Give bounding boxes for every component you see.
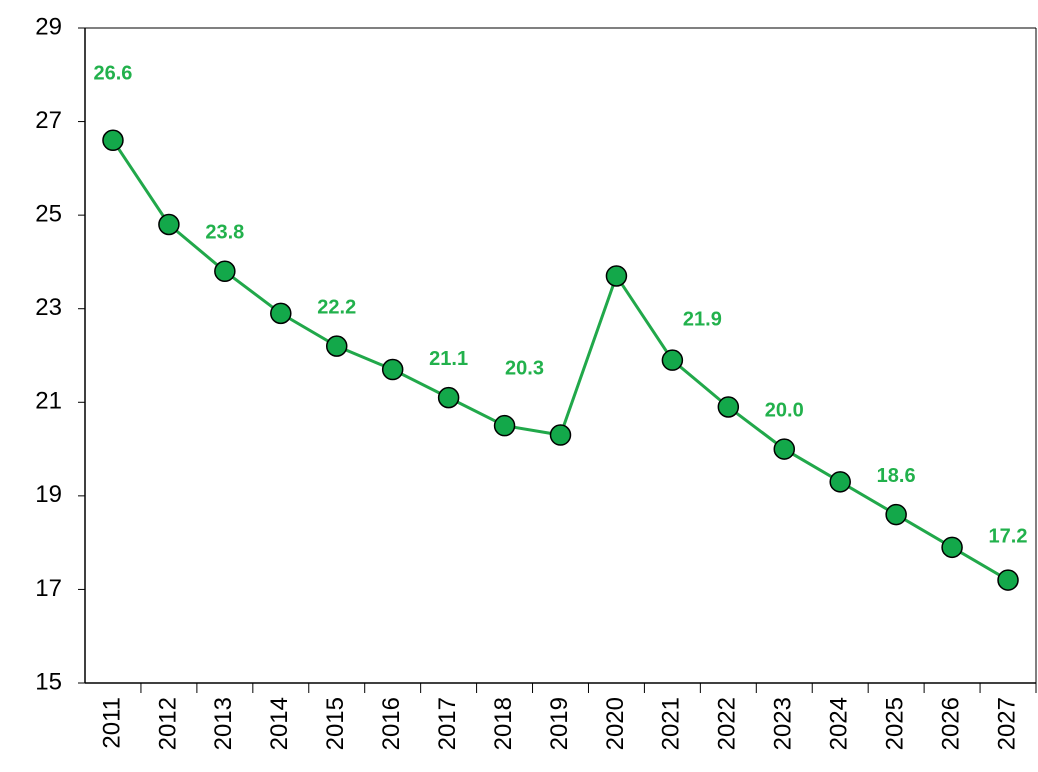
data-label: 21.9 — [683, 308, 722, 330]
marker — [158, 213, 180, 236]
marker — [941, 536, 963, 559]
marker — [437, 386, 460, 409]
x-tick-label: 2012 — [154, 697, 181, 750]
data-label: 26.6 — [94, 63, 133, 85]
y-tick-label: 27 — [35, 107, 62, 134]
x-tick-label: 2016 — [378, 697, 405, 750]
y-tick-label: 23 — [35, 294, 62, 321]
x-tick-label: 2027 — [993, 697, 1020, 750]
x-tick-label: 2014 — [266, 697, 293, 750]
x-tick-label: 2021 — [658, 697, 685, 750]
marker — [102, 129, 124, 152]
x-tick-label: 2011 — [98, 697, 125, 749]
x-tick-label: 2015 — [322, 697, 349, 750]
data-label: 20.0 — [765, 399, 804, 421]
marker — [717, 396, 740, 418]
marker — [214, 260, 236, 283]
marker — [493, 414, 516, 437]
marker — [829, 471, 851, 493]
x-tick-label: 2023 — [770, 697, 797, 750]
x-tick-label: 2019 — [546, 697, 573, 750]
y-tick-label: 19 — [35, 481, 62, 508]
marker — [270, 302, 292, 325]
data-label: 18.6 — [877, 465, 916, 487]
marker — [325, 335, 348, 357]
line — [111, 139, 1009, 582]
x-tick-label: 2025 — [881, 697, 908, 750]
y-tick-label: 21 — [35, 388, 62, 415]
y-tick-label: 15 — [35, 668, 62, 695]
x-tick-label: 2013 — [210, 697, 237, 750]
y-tick-label: 25 — [35, 200, 62, 227]
marker — [661, 349, 684, 371]
data-label: 17.2 — [989, 525, 1028, 547]
marker — [773, 438, 796, 460]
y-tick-label: 29 — [35, 13, 62, 40]
x-tick-label: 2024 — [826, 697, 853, 750]
marker — [885, 503, 907, 526]
data-label: 20.3 — [505, 357, 544, 379]
marker — [381, 358, 404, 381]
x-tick-label: 2017 — [434, 697, 461, 750]
marker — [997, 569, 1019, 591]
data-label: 23.8 — [205, 222, 244, 244]
x-tick-label: 2020 — [602, 697, 629, 750]
marker — [549, 424, 572, 446]
data-label: 22.2 — [317, 296, 356, 318]
data-label: 21.1 — [429, 348, 468, 370]
marker — [605, 265, 628, 287]
x-tick-label: 2026 — [937, 697, 964, 750]
x-tick-label: 2022 — [714, 697, 741, 750]
y-tick-label: 17 — [35, 575, 62, 602]
x-tick-label: 2018 — [490, 697, 517, 750]
